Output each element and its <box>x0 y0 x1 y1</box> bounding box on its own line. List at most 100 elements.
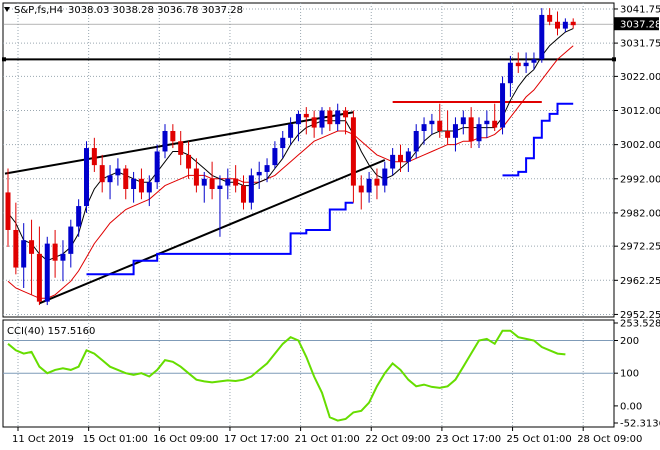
price-tick-label: 3041.75 <box>620 4 660 15</box>
current-price-label: 3037.28 <box>620 20 660 31</box>
level-handle-left <box>2 57 6 62</box>
candle-body <box>131 178 137 190</box>
candle-body <box>178 141 184 155</box>
candle-body <box>138 178 144 193</box>
candle-body <box>186 154 192 169</box>
time-tick-label: 28 Oct 09:00 <box>577 434 642 445</box>
candle-body <box>413 130 419 152</box>
candle-body <box>311 117 317 128</box>
candle-body <box>288 124 294 138</box>
candle-body <box>107 175 113 183</box>
price-tick-label: 3022.00 <box>620 72 660 83</box>
candle-body <box>507 62 513 84</box>
time-tick-label: 23 Oct 17:00 <box>436 434 501 445</box>
candle-body <box>295 113 301 125</box>
candle-body <box>280 137 286 149</box>
candle-body <box>256 171 262 176</box>
candle-body <box>193 168 199 186</box>
candle-body <box>405 151 411 162</box>
candle-body <box>115 168 121 176</box>
candle-body <box>476 124 482 142</box>
cci-tick-label: -52.3136 <box>620 419 660 430</box>
candle-body <box>452 124 458 138</box>
candle-body <box>36 253 42 302</box>
candle-body <box>398 154 403 162</box>
candle-body <box>327 110 333 125</box>
candle-body <box>492 120 498 128</box>
candle-body <box>539 14 545 60</box>
candle-body <box>484 120 490 125</box>
cci-tick-label: 100 <box>620 369 639 380</box>
candle-body <box>233 178 239 186</box>
trailing-stop-line <box>86 201 354 276</box>
candle-body <box>91 148 97 166</box>
candle-body <box>84 148 89 207</box>
candle-body <box>531 59 537 63</box>
candle-body <box>350 117 356 186</box>
price-plot-frame <box>2 2 615 318</box>
candle-body <box>123 168 129 190</box>
candle-body <box>60 253 66 261</box>
candle-body <box>225 178 231 186</box>
candle-body <box>241 185 246 203</box>
candle-body <box>21 240 27 268</box>
time-tick-label: 22 Oct 09:00 <box>365 434 430 445</box>
time-tick-label: 11 Oct 2019 <box>12 434 74 445</box>
time-tick-label: 16 Oct 09:00 <box>153 434 218 445</box>
ohlc-label: 3038.03 3038.28 3036.78 3037.28 <box>68 5 243 16</box>
candle-body <box>217 185 223 190</box>
candle-body <box>264 165 270 172</box>
candle-body <box>437 120 443 131</box>
candle-body <box>209 178 215 190</box>
cci-tick-label: 0.00 <box>620 401 642 412</box>
dropdown-triangle-icon[interactable] <box>4 7 10 12</box>
cci-line <box>7 329 566 422</box>
candle-body <box>68 226 74 254</box>
candle-body <box>515 62 521 67</box>
candle-body <box>146 182 152 193</box>
trailing-stop-line <box>502 102 574 177</box>
candle-body <box>303 113 309 118</box>
candle-body <box>429 120 435 125</box>
cci-tick-label: 253.5289 <box>620 319 660 330</box>
candle-body <box>555 21 560 29</box>
candle-body <box>335 110 341 125</box>
price-tick-label: 2982.00 <box>620 208 660 219</box>
candle-body <box>570 21 576 26</box>
candle-body <box>13 229 19 268</box>
price-tick-label: 3012.00 <box>620 106 660 117</box>
candle-body <box>44 243 50 302</box>
candle-body <box>52 243 58 261</box>
candle-body <box>421 124 427 131</box>
candle-body <box>343 110 349 118</box>
candle-body <box>170 130 176 142</box>
current-price-box <box>614 17 659 31</box>
candles <box>5 8 576 306</box>
candle-body <box>319 110 325 128</box>
trendline-lower <box>39 159 386 305</box>
time-tick-label: 21 Oct 01:00 <box>295 434 360 445</box>
price-tick-label: 2952.25 <box>620 310 660 321</box>
price-tick-label: 3002.00 <box>620 140 660 151</box>
time-tick-label: 25 Oct 01:00 <box>507 434 572 445</box>
candle-body <box>460 117 466 125</box>
level-handle-right <box>612 57 616 62</box>
axes: 3041.75 3031.75 3022.00 3012.00 3002.00 2992.… <box>12 4 660 445</box>
price-tick-label: 2962.25 <box>620 276 660 287</box>
candle-body <box>99 165 105 183</box>
candle-body <box>562 21 568 29</box>
candle-body <box>468 117 474 142</box>
cci-tick-label: 200 <box>620 336 639 347</box>
candle-body <box>272 148 278 166</box>
price-tick-label: 2992.00 <box>620 174 660 185</box>
candle-body <box>29 240 35 254</box>
candle-body <box>390 154 396 169</box>
candle-body <box>366 178 372 193</box>
candle-body <box>358 185 364 193</box>
candle-body <box>500 83 506 128</box>
candle-body <box>382 168 388 186</box>
cci-indicator <box>7 329 566 422</box>
cci-label: CCI(40) 157.5160 <box>7 326 95 337</box>
